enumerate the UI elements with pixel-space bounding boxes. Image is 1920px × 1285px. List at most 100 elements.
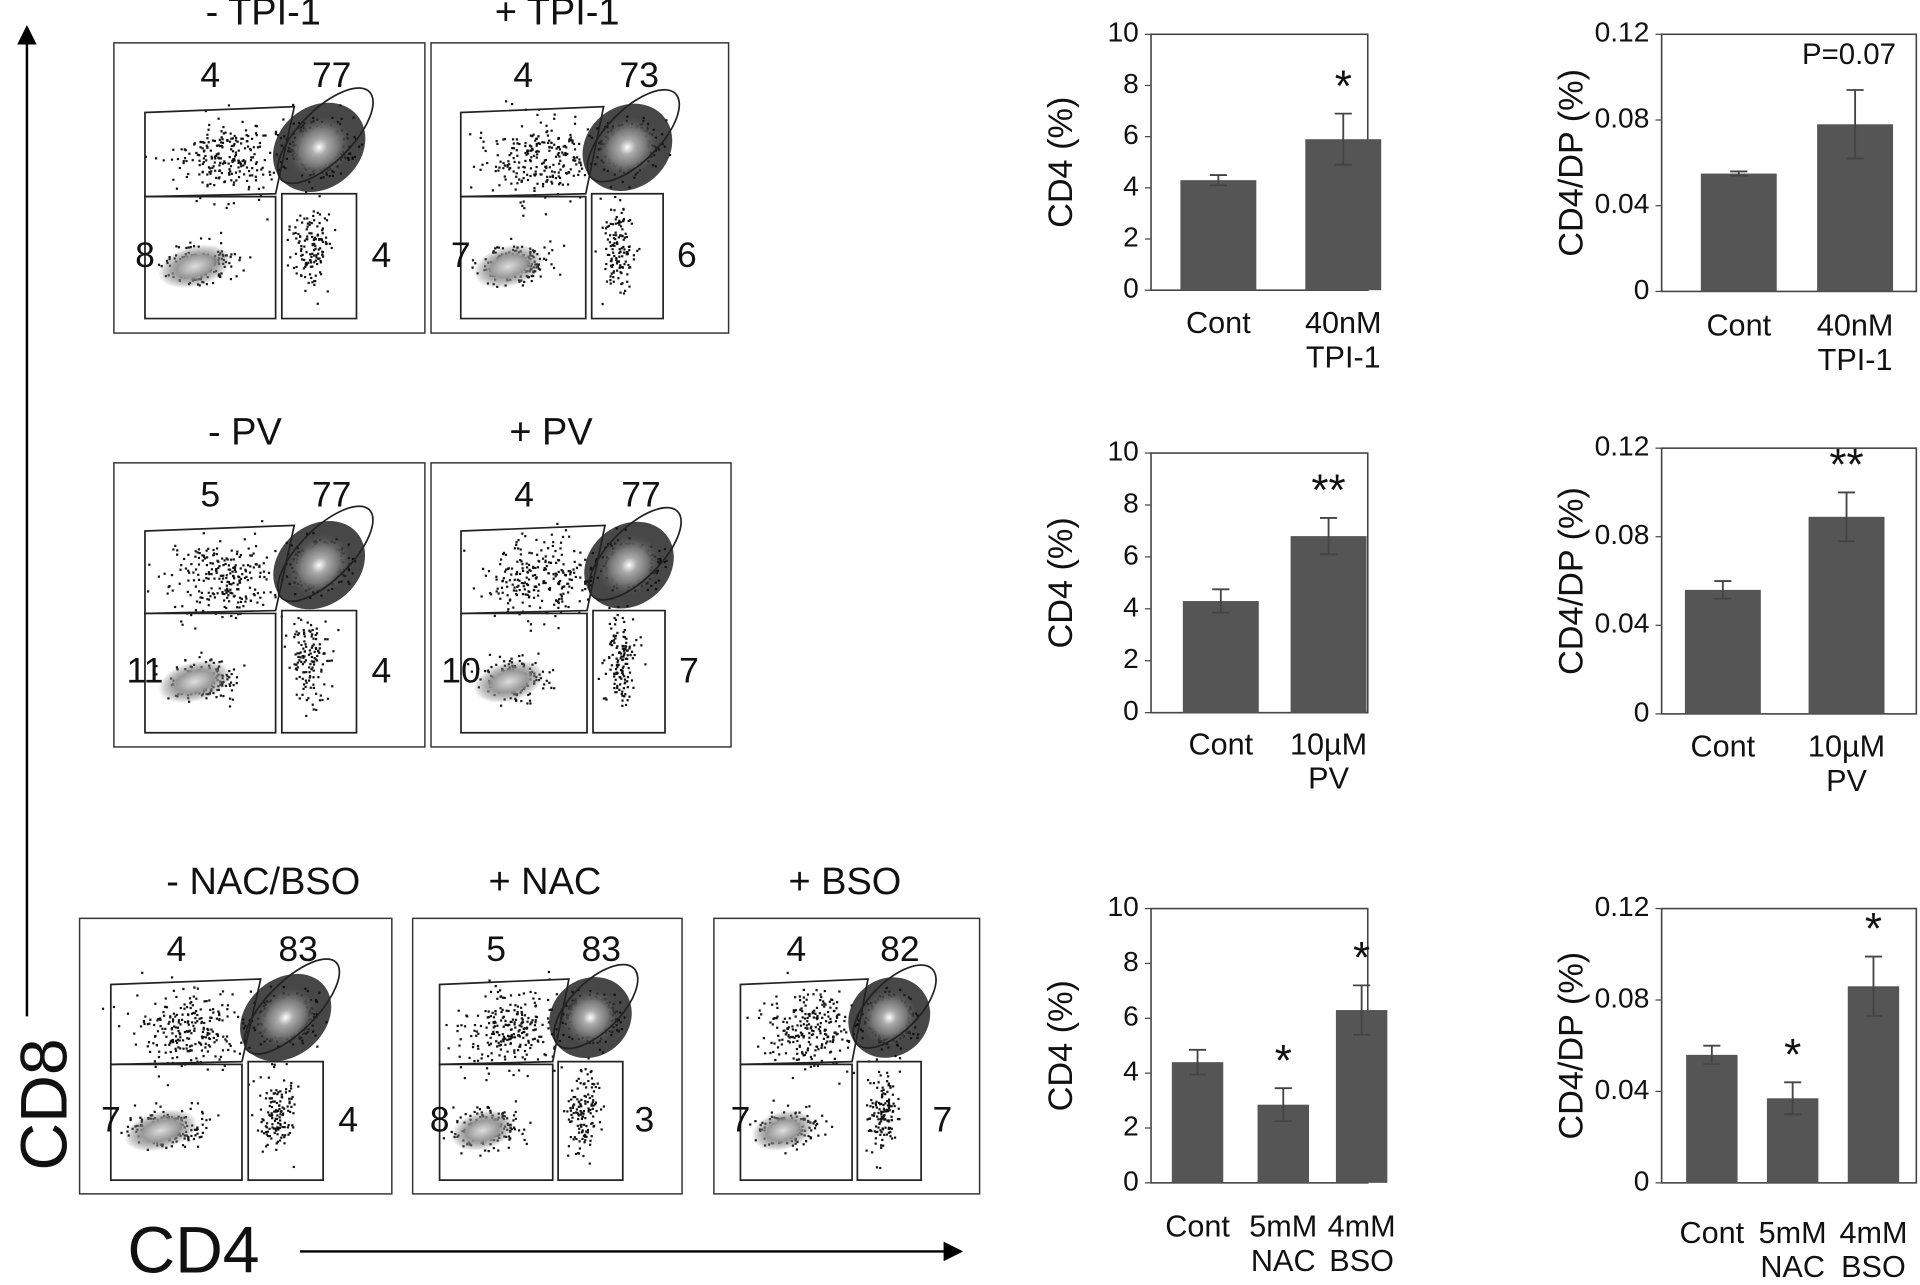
event-dot [568, 585, 571, 588]
event-dot [496, 154, 499, 157]
event-dot [196, 1145, 200, 1148]
event-dot [613, 686, 616, 690]
event-dot [274, 130, 278, 133]
event-dot [233, 1011, 236, 1014]
event-dot [628, 695, 631, 698]
event-dot [208, 1118, 212, 1121]
event-dot [614, 218, 617, 221]
event-dot [507, 608, 510, 611]
event-dot [626, 686, 629, 689]
event-dot [609, 222, 612, 226]
event-dot [283, 1126, 286, 1129]
event-dot [133, 1104, 137, 1107]
event-dot [524, 142, 527, 145]
event-dot [274, 593, 277, 597]
event-dot [237, 159, 240, 162]
event-dot [200, 1043, 203, 1046]
event-dot [289, 1087, 293, 1090]
event-dot [321, 698, 324, 702]
event-dot [548, 588, 551, 591]
event-dot [522, 171, 526, 174]
event-dot [619, 234, 622, 237]
event-dot [614, 618, 618, 621]
event-dot [186, 1050, 189, 1053]
gate [109, 1063, 243, 1181]
event-dot [314, 1034, 317, 1037]
event-dot [535, 538, 538, 542]
event-dot [535, 585, 538, 589]
event-dot [312, 210, 315, 213]
event-dot [203, 557, 207, 560]
event-dot [269, 151, 272, 154]
event-dot [240, 142, 243, 145]
event-dot [261, 166, 264, 169]
event-dot [544, 555, 547, 558]
event-dot [254, 132, 258, 135]
event-dot [157, 263, 161, 266]
event-dot [262, 1132, 266, 1135]
event-dot [541, 141, 544, 144]
event-dot [263, 575, 266, 579]
event-dot [305, 681, 308, 684]
event-dot [218, 587, 221, 590]
event-dot [610, 644, 614, 647]
event-dot [630, 222, 633, 225]
event-dot [179, 1036, 182, 1039]
y-axis-label: CD8 [7, 1038, 81, 1170]
event-dot [201, 1123, 204, 1126]
event-dot [251, 1114, 254, 1117]
event-dot [502, 162, 505, 165]
event-dot [183, 157, 187, 160]
event-dot [616, 659, 620, 662]
event-dot [486, 1041, 489, 1044]
event-dot [513, 578, 516, 581]
event-dot [208, 1045, 212, 1048]
event-dot [519, 548, 522, 551]
event-dot [230, 265, 233, 268]
event-dot [187, 172, 190, 176]
event-dot [249, 599, 253, 602]
event-dot [616, 631, 619, 634]
event-dot [180, 564, 183, 567]
event-dot [262, 186, 265, 189]
event-dot [311, 281, 314, 284]
event-dot [625, 649, 628, 652]
event-dot [245, 166, 249, 169]
event-dot [254, 545, 258, 548]
event-dot [554, 177, 558, 180]
event-dot [578, 161, 581, 164]
event-dot [557, 606, 560, 609]
event-dot [198, 1136, 201, 1139]
event-dot [472, 587, 475, 590]
event-dot [232, 668, 236, 671]
event-dot [226, 590, 229, 593]
event-dot [476, 1044, 480, 1048]
event-dot [301, 663, 305, 666]
event-dot [594, 250, 597, 253]
event-dot [283, 1142, 286, 1145]
event-dot [274, 1109, 278, 1112]
event-dot [302, 687, 305, 691]
event-dot [626, 699, 629, 702]
event-dot [495, 578, 498, 581]
event-dot [298, 697, 301, 700]
event-dot [310, 660, 313, 663]
event-dot [323, 683, 326, 686]
event-dot [559, 181, 562, 184]
event-dot [279, 1100, 282, 1103]
event-dot [206, 556, 209, 559]
event-dot [221, 615, 224, 619]
event-dot [197, 578, 201, 581]
event-dot [477, 1032, 480, 1035]
event-dot [515, 589, 518, 592]
event-dot [308, 232, 311, 235]
event-dot [196, 987, 199, 990]
event-dot [542, 161, 545, 164]
event-dot [288, 228, 291, 231]
event-dot [218, 577, 221, 580]
event-dot [280, 1095, 283, 1099]
event-dot [139, 1116, 142, 1119]
event-dot [259, 596, 262, 599]
event-dot [311, 633, 314, 636]
